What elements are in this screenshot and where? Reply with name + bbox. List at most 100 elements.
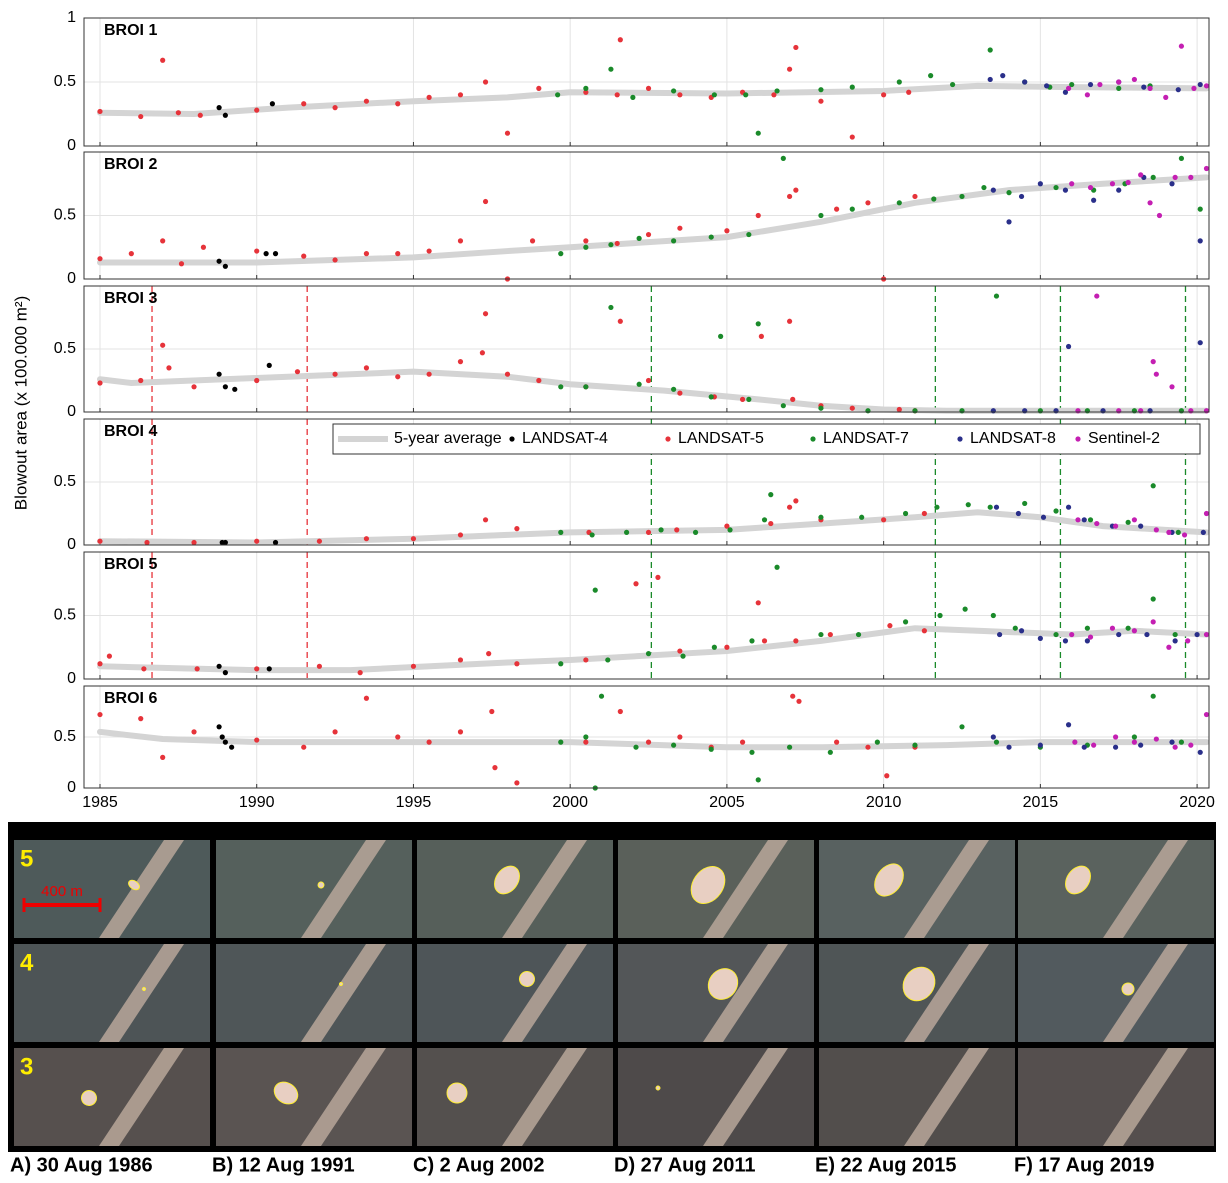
data-point [1081,517,1087,523]
data-point [410,663,417,669]
data-point [263,251,269,257]
y-tick-label: 1 [67,9,76,26]
road [703,944,788,1042]
road [703,840,788,938]
image-cell [1018,1048,1214,1146]
data-point [1037,408,1043,414]
road [502,1048,587,1146]
data-point [990,734,996,740]
data-point [990,408,996,414]
data-point [589,532,595,538]
y-tick-label: 0 [67,670,76,687]
blowout [655,1085,661,1091]
data-point [332,729,338,735]
data-point [1175,529,1181,536]
data-point [222,670,228,676]
data-point [818,631,824,638]
data-point [1012,625,1018,631]
blowout [902,966,936,1002]
data-point [934,504,940,510]
image-content [216,944,412,1042]
data-point [216,663,222,669]
data-point [959,193,965,200]
data-point [1150,174,1156,180]
panel-title: BROI 1 [104,22,157,39]
data-point [1203,631,1210,638]
x-tick-label: 1990 [239,794,275,811]
data-point [1065,343,1072,350]
data-point [1040,514,1047,520]
image-cell [618,944,814,1042]
data-point [1018,628,1025,634]
data-point [583,384,589,390]
data-point [426,248,432,254]
data-point [457,238,464,244]
image-content [417,1048,613,1146]
x-tick-label: 2020 [1179,794,1215,811]
data-point [558,529,564,536]
image-content [14,840,210,938]
data-point [178,261,185,267]
data-point [793,638,799,644]
data-point [1138,172,1144,178]
data-point [768,492,774,498]
data-point [1141,84,1147,90]
data-point [216,105,222,111]
data-point [818,98,824,104]
data-point [859,514,865,520]
data-point [617,318,623,324]
data-point [987,504,993,510]
data-point [301,253,307,259]
data-point [583,85,589,91]
data-point [896,406,902,413]
data-point [1109,181,1116,187]
legend: 5-year average LANDSAT-4 LANDSAT-5 LANDSAT-… [332,423,1201,455]
plot-frame [83,151,1210,280]
plot-frame [83,285,1210,413]
data-point [482,79,489,85]
data-point [997,631,1003,638]
data-point [1006,744,1012,750]
data-point [1018,193,1025,200]
panel-title: BROI 2 [104,156,157,173]
y-tick-label: 0.5 [54,340,76,357]
image-content [618,944,814,1042]
road [99,944,184,1042]
plot-frame [83,17,1210,147]
data-point [254,666,260,672]
data-point [1094,520,1100,527]
data-point [724,523,730,529]
data-point [1197,206,1203,212]
data-point [739,396,746,402]
data-point [761,517,768,523]
blowout [1121,982,1135,996]
data-point [486,651,492,657]
data-point [633,744,639,750]
data-point [1037,742,1043,748]
data-point [902,510,909,517]
data-point [254,107,260,113]
data-point [1144,631,1150,638]
plot-frame [83,685,1210,789]
data-point [1166,529,1172,536]
data-point [818,212,824,219]
data-point [780,403,786,409]
road [99,1048,184,1146]
image-content [819,840,1015,938]
legend-label: LANDSAT-7 [823,430,909,447]
data-point [1197,749,1203,755]
legend-label: 5-year average [394,430,502,447]
data-point [482,311,489,317]
y-tick-label: 0 [67,403,76,420]
road [1103,1048,1188,1146]
data-point [426,94,432,100]
data-point [671,742,677,748]
data-point [395,374,401,380]
image-cell [618,1048,814,1146]
data-point [1203,408,1210,414]
data-point [97,661,103,667]
data-point [160,342,166,348]
data-point [677,390,683,396]
data-point [1065,722,1072,728]
data-point [786,744,793,750]
